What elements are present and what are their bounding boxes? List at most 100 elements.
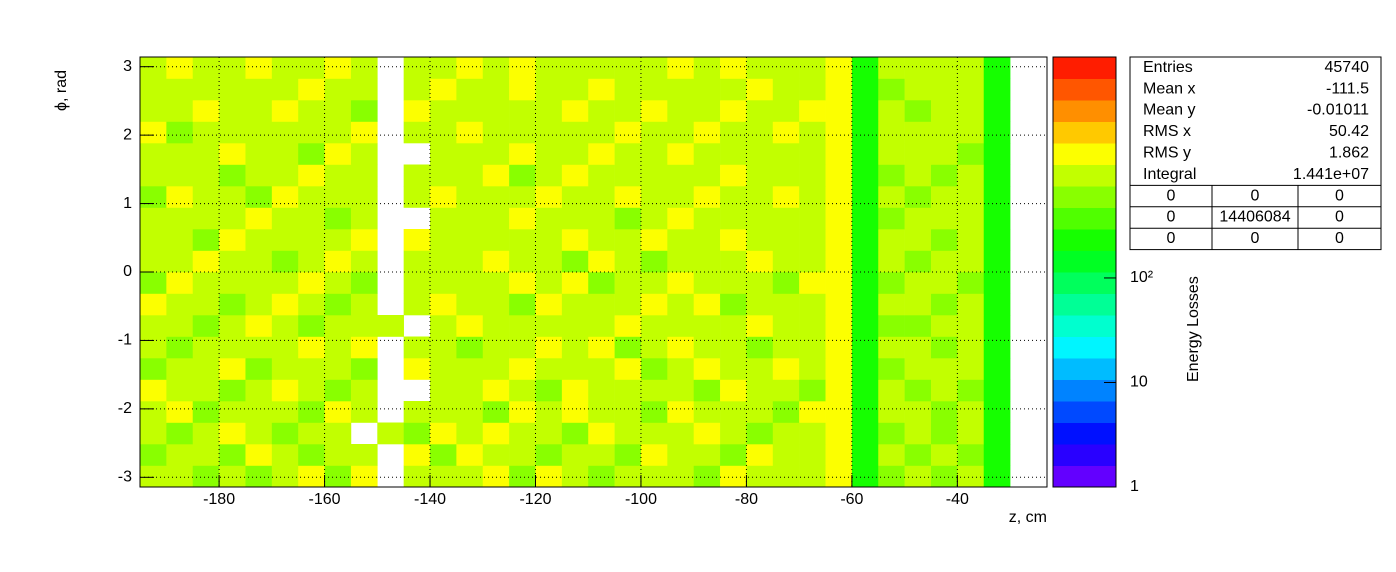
cell — [219, 164, 246, 187]
cell — [271, 57, 299, 79]
cell — [667, 207, 694, 230]
cell — [509, 121, 536, 144]
cell — [245, 444, 273, 466]
cell — [140, 379, 167, 402]
stats-label: RMS y — [1143, 145, 1191, 162]
cell — [799, 422, 826, 445]
cell — [561, 444, 589, 466]
cell — [667, 99, 694, 122]
y-tick-label: -1 — [118, 332, 132, 349]
cell — [693, 99, 721, 122]
cell — [878, 121, 905, 144]
cell — [561, 250, 589, 273]
cell — [140, 164, 167, 187]
cell — [878, 99, 905, 122]
cell — [904, 357, 932, 380]
cell — [957, 207, 985, 230]
cell — [324, 336, 352, 359]
cell — [772, 401, 800, 423]
cell — [192, 57, 220, 79]
cell — [140, 422, 167, 445]
cell — [983, 357, 1011, 380]
cell — [851, 336, 879, 359]
cell — [245, 99, 273, 122]
cell — [720, 422, 747, 445]
cell — [403, 78, 431, 101]
cell — [588, 314, 615, 337]
cell — [772, 57, 800, 79]
y-tick-label: 0 — [123, 263, 132, 280]
cell — [350, 121, 378, 144]
x-tick-label: -40 — [946, 491, 969, 508]
cell — [403, 99, 431, 122]
cell — [219, 207, 246, 230]
cell — [930, 293, 958, 316]
colorbar-band — [1053, 358, 1116, 380]
cell — [403, 229, 431, 251]
cell — [799, 57, 826, 79]
cell — [166, 142, 194, 165]
cell — [667, 229, 694, 251]
cell — [878, 142, 905, 165]
cell — [614, 444, 642, 466]
cell — [535, 57, 563, 79]
cell — [245, 293, 273, 316]
cell — [588, 207, 615, 230]
cell — [377, 314, 404, 337]
cell — [324, 142, 352, 165]
cell — [746, 465, 774, 487]
cell — [324, 465, 352, 487]
cell — [720, 229, 747, 251]
cell — [350, 207, 378, 230]
cell — [904, 422, 932, 445]
z-tick-label: 10² — [1130, 269, 1154, 286]
colorbar-frame — [1052, 56, 1117, 488]
y-tick-label: -3 — [118, 469, 132, 486]
cell — [456, 422, 484, 445]
cell — [482, 250, 510, 273]
cell — [904, 293, 932, 316]
stats-value: -0.01011 — [1307, 102, 1369, 119]
cell — [456, 164, 484, 187]
overflow-cell: 0 — [1335, 230, 1344, 247]
cell — [720, 250, 747, 273]
cell — [140, 142, 167, 165]
cell — [482, 272, 510, 294]
cell — [430, 422, 457, 445]
cell — [219, 250, 246, 273]
cell — [509, 78, 536, 101]
cell — [403, 444, 431, 466]
cell — [588, 272, 615, 294]
cell — [878, 465, 905, 487]
cell — [509, 57, 536, 79]
cell — [983, 57, 1011, 79]
cell — [693, 207, 721, 230]
cell — [825, 272, 853, 294]
cell — [825, 314, 853, 337]
cell — [561, 357, 589, 380]
cell — [983, 99, 1011, 122]
cell — [904, 272, 932, 294]
cell — [588, 229, 615, 251]
cell — [667, 444, 694, 466]
cell — [878, 229, 905, 251]
cell — [324, 121, 352, 144]
colorbar-band — [1053, 207, 1116, 230]
cell — [350, 401, 378, 423]
cell — [456, 293, 484, 316]
cell — [930, 422, 958, 445]
cell — [983, 314, 1011, 337]
cell — [324, 379, 352, 402]
cell — [825, 186, 853, 208]
cell — [930, 314, 958, 337]
cell — [983, 142, 1011, 165]
cell — [403, 357, 431, 380]
cell — [693, 401, 721, 423]
cell — [298, 99, 325, 122]
cell — [482, 465, 510, 487]
cell — [192, 465, 220, 487]
cell — [166, 422, 194, 445]
cell — [799, 78, 826, 101]
cell — [324, 444, 352, 466]
